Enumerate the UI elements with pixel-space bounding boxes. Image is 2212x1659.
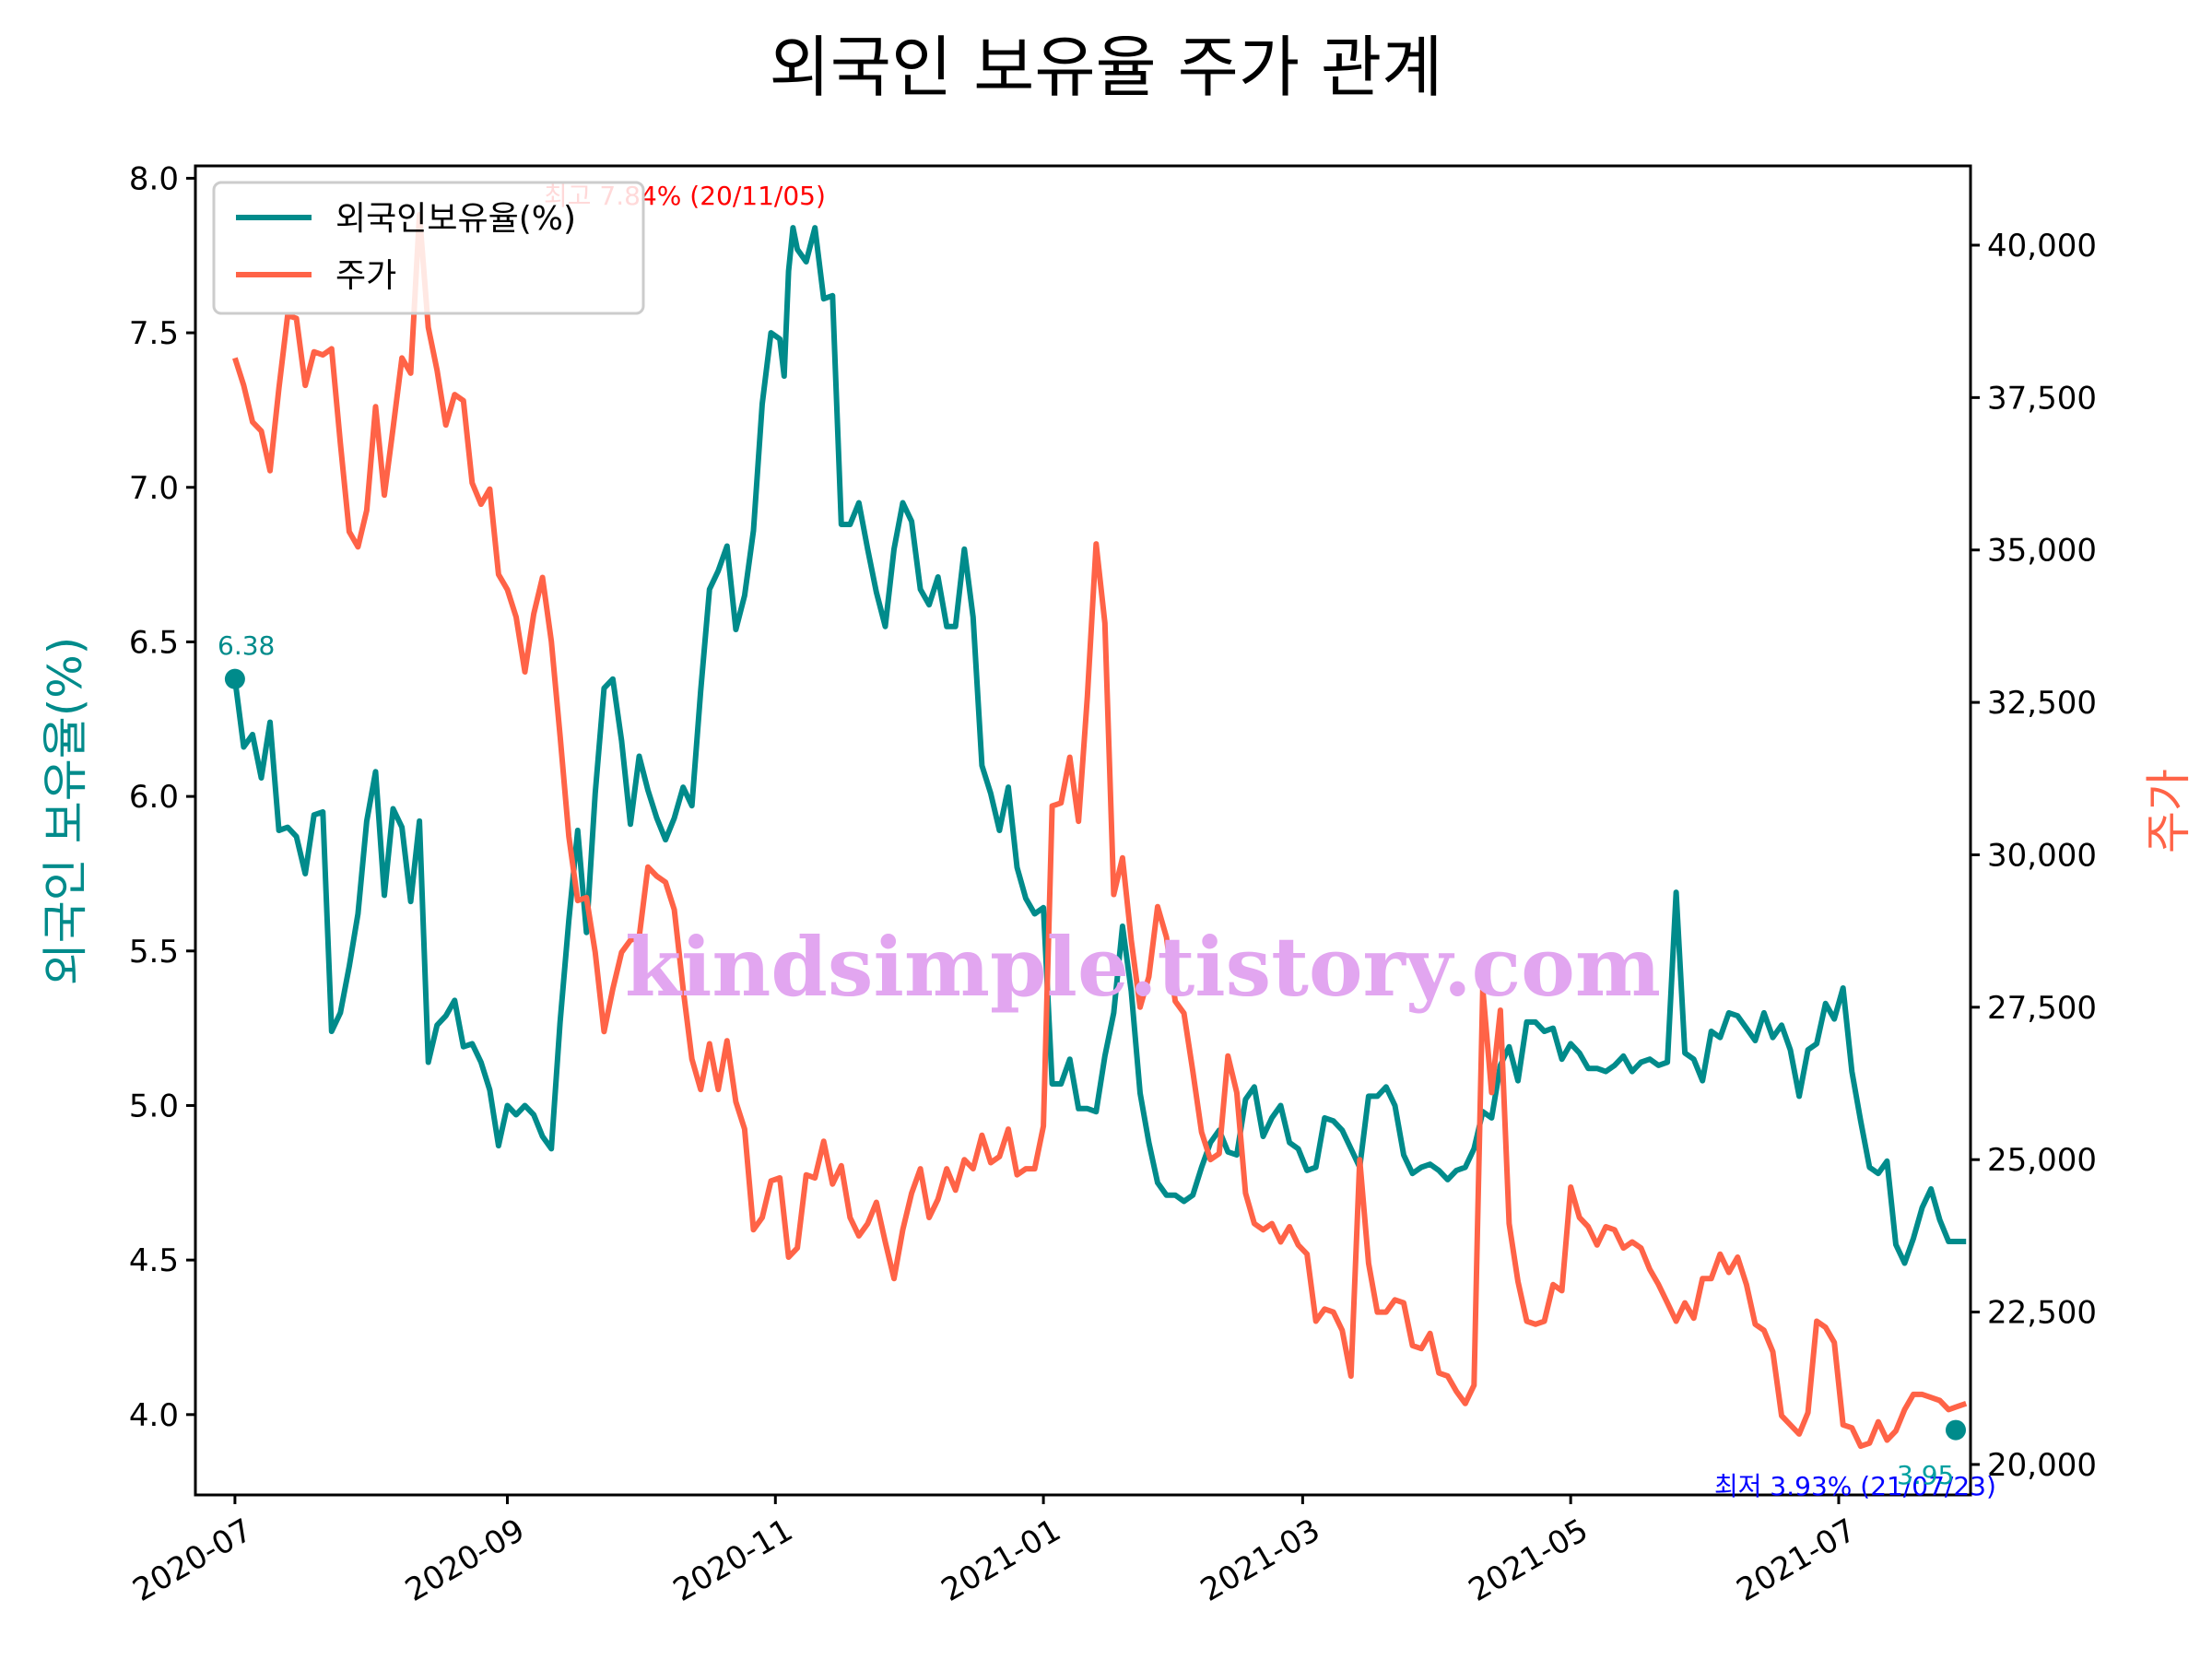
y-left-tick-label: 4.5 bbox=[129, 1242, 179, 1279]
y-right-tick-label: 37,500 bbox=[1987, 380, 2097, 417]
y-right-tick-label: 35,000 bbox=[1987, 533, 2097, 570]
y-left-tick-label: 5.5 bbox=[129, 934, 179, 971]
y-axis-right-label: 주가 bbox=[2142, 769, 2195, 853]
y-left-tick-label: 7.0 bbox=[129, 470, 179, 507]
legend-label-price: 주가 bbox=[335, 257, 396, 295]
x-tick-label: 2021-05 bbox=[1463, 1512, 1594, 1609]
end-value-label: 3.95 bbox=[1897, 1460, 1954, 1490]
y-right-tick-label: 22,500 bbox=[1987, 1295, 2097, 1332]
start-marker bbox=[224, 668, 245, 689]
x-tick-label: 2020-09 bbox=[399, 1512, 531, 1609]
y-left-tick-label: 7.5 bbox=[129, 315, 179, 352]
y-right-tick-label: 25,000 bbox=[1987, 1142, 2097, 1179]
y-right-tick-label: 27,500 bbox=[1987, 990, 2097, 1027]
y-left-tick-label: 4.0 bbox=[129, 1397, 179, 1434]
watermark: kindsimple.tistory.com bbox=[625, 919, 1661, 1015]
y-right-tick-label: 20,000 bbox=[1987, 1447, 2097, 1484]
end-marker bbox=[1946, 1419, 1966, 1441]
y-left-tick-label: 6.5 bbox=[129, 624, 179, 661]
y-right-tick-label: 32,500 bbox=[1987, 685, 2097, 722]
series-line-holding bbox=[231, 225, 1967, 1266]
x-tick-label: 2021-07 bbox=[1731, 1512, 1863, 1609]
plot-frame bbox=[194, 164, 1972, 1497]
x-tick-label: 2021-03 bbox=[1194, 1512, 1326, 1609]
y-right-tick-label: 30,000 bbox=[1987, 837, 2097, 874]
legend-label-holding: 외국인보유율(%) bbox=[335, 200, 576, 238]
series-line-price bbox=[232, 211, 1968, 1450]
y-axis-left-label: 외국인 보유율(%) bbox=[39, 637, 92, 985]
legend: 외국인보유율(%) 주가 bbox=[212, 181, 645, 315]
x-tick-label: 2021-01 bbox=[935, 1512, 1067, 1609]
y-left-tick-label: 5.0 bbox=[129, 1088, 179, 1124]
min-annotation: 최저 3.93% (21/07/23) bbox=[1714, 1471, 1996, 1501]
start-value-label: 6.38 bbox=[218, 630, 275, 661]
x-tick-label: 2020-07 bbox=[127, 1512, 259, 1609]
x-tick-label: 2020-11 bbox=[667, 1512, 799, 1609]
y-right-tick-label: 40,000 bbox=[1987, 228, 2097, 265]
y-left-tick-label: 6.0 bbox=[129, 779, 179, 816]
legend-box bbox=[212, 181, 645, 315]
chart-title: 외국인 보유율 주가 관계 bbox=[769, 29, 1442, 106]
y-left-tick-label: 8.0 bbox=[129, 160, 179, 197]
series-layer bbox=[224, 211, 1968, 1450]
